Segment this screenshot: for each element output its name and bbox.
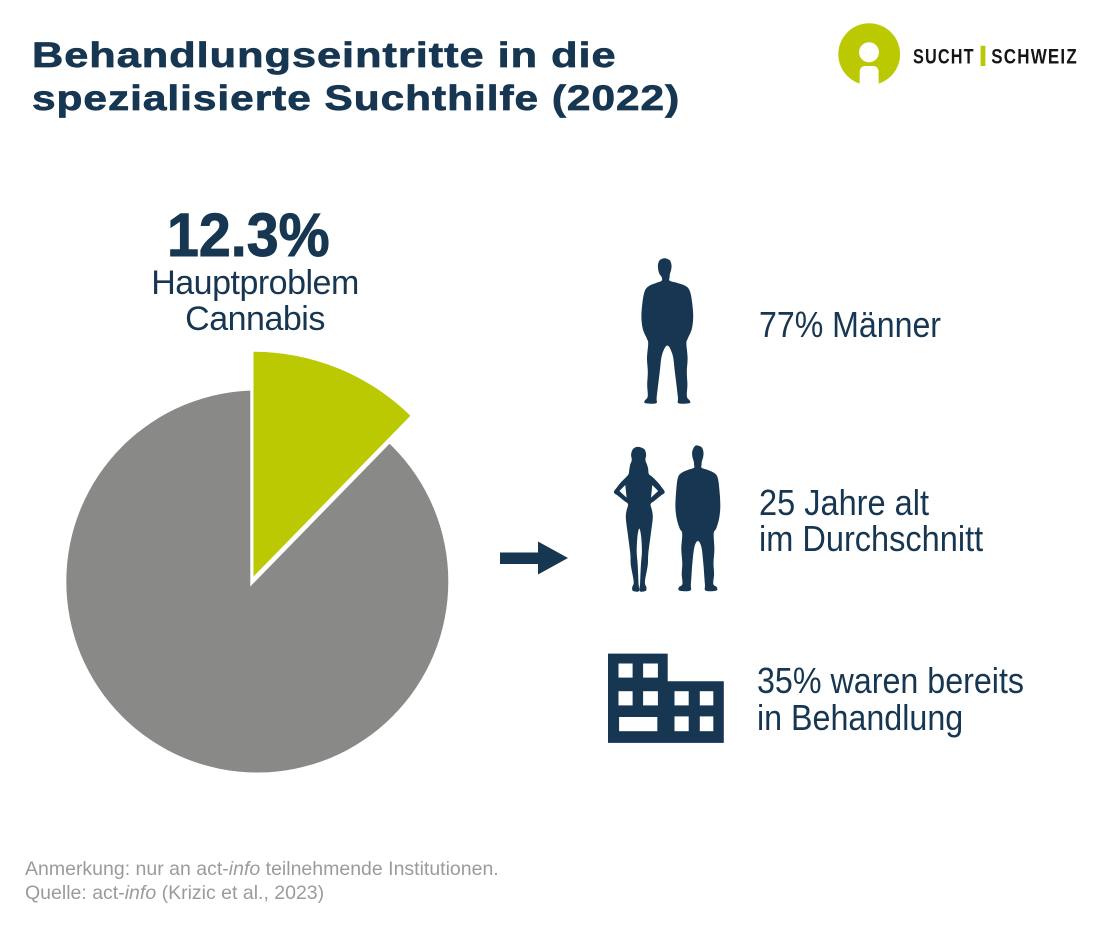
svg-text:SUCHT: SUCHT <box>913 45 975 69</box>
svg-text:SCHWEIZ: SCHWEIZ <box>991 45 1078 69</box>
